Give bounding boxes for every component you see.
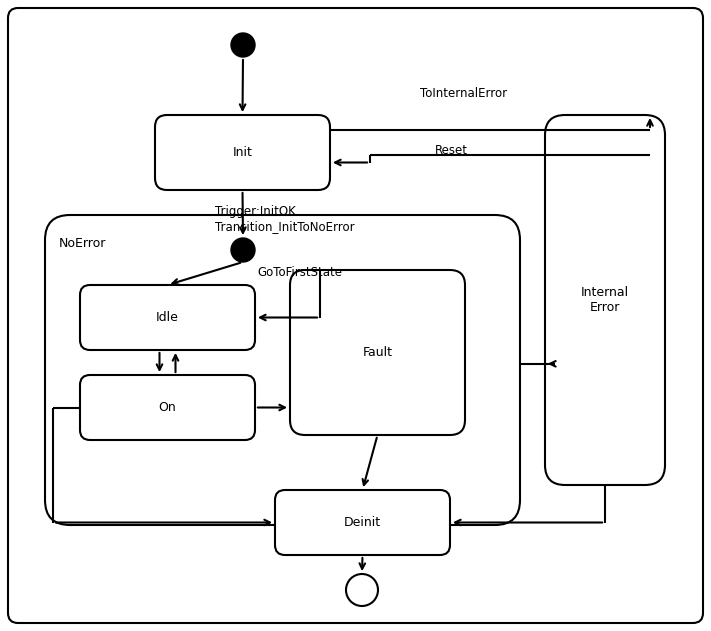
FancyBboxPatch shape: [80, 285, 255, 350]
Text: Idle: Idle: [156, 311, 179, 324]
Text: Init: Init: [232, 146, 252, 159]
Text: ToInternalError: ToInternalError: [420, 87, 507, 100]
Circle shape: [231, 33, 255, 57]
FancyBboxPatch shape: [8, 8, 703, 623]
Text: Fault: Fault: [363, 346, 392, 359]
Text: Deinit: Deinit: [344, 516, 381, 529]
FancyBboxPatch shape: [290, 270, 465, 435]
FancyBboxPatch shape: [275, 490, 450, 555]
FancyBboxPatch shape: [80, 375, 255, 440]
Text: Internal
Error: Internal Error: [581, 286, 629, 314]
FancyBboxPatch shape: [545, 115, 665, 485]
Circle shape: [231, 238, 255, 262]
Text: Trigger:InitOK
Transition_InitToNoError: Trigger:InitOK Transition_InitToNoError: [215, 205, 355, 233]
Text: NoError: NoError: [59, 237, 107, 250]
FancyBboxPatch shape: [45, 215, 520, 525]
Text: Reset: Reset: [435, 144, 468, 157]
Text: GoToFirstState: GoToFirstState: [257, 266, 342, 279]
Text: On: On: [159, 401, 176, 414]
Circle shape: [346, 574, 378, 606]
FancyBboxPatch shape: [155, 115, 330, 190]
